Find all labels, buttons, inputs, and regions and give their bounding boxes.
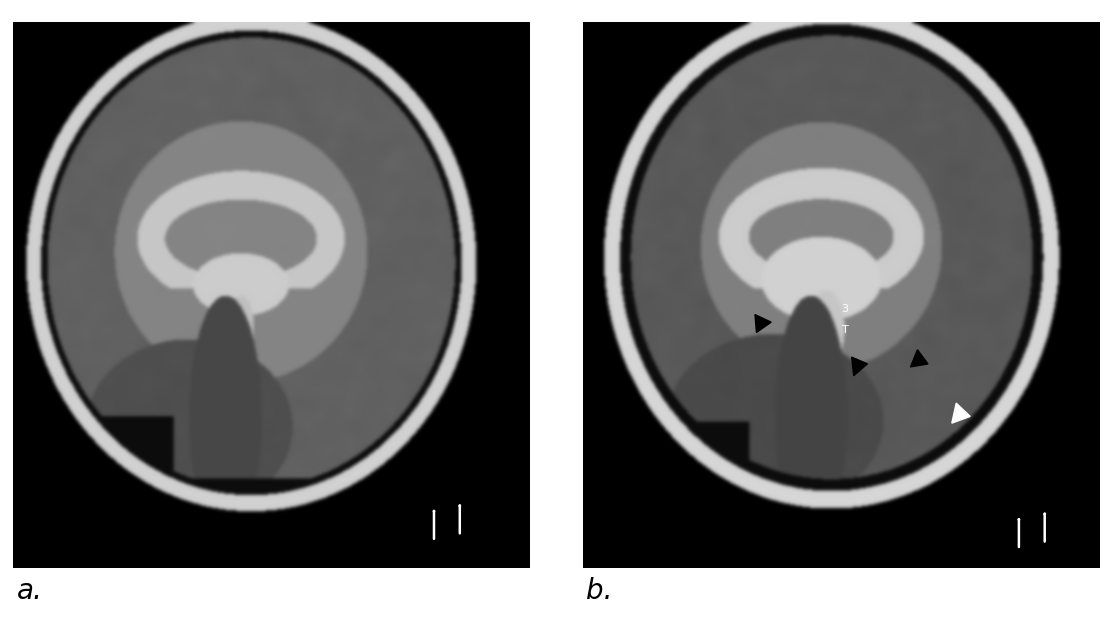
Text: 3: 3 — [841, 304, 848, 314]
Text: b.: b. — [586, 577, 613, 605]
Polygon shape — [755, 314, 771, 333]
Polygon shape — [910, 349, 928, 367]
Text: T: T — [841, 325, 848, 335]
Polygon shape — [851, 357, 867, 376]
Polygon shape — [951, 403, 970, 423]
Text: a.: a. — [17, 577, 42, 605]
